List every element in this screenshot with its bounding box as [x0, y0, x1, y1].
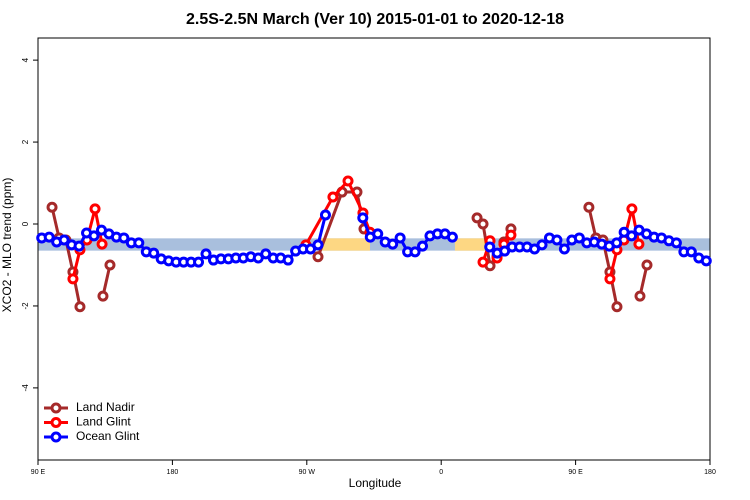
data-point: [604, 273, 616, 285]
data-point: [409, 246, 421, 258]
data-point: [536, 239, 548, 251]
legend-label: Land Nadir: [76, 400, 135, 414]
data-point: [73, 240, 85, 252]
data-point: [477, 218, 489, 230]
data-point: [558, 243, 570, 255]
data-point: [43, 231, 55, 243]
data-point: [46, 201, 58, 213]
data-point: [670, 237, 682, 249]
plot-frame: [37, 37, 711, 461]
data-point: [118, 232, 130, 244]
data-point: [633, 238, 645, 250]
data-point: [327, 191, 339, 203]
x-tick-label: 90 W: [299, 469, 316, 476]
x-tick-label: 90 E: [31, 469, 46, 476]
data-point: [477, 256, 489, 268]
x-tick-label: 180: [167, 469, 179, 476]
data-point: [200, 248, 212, 260]
legend-marker: [50, 417, 62, 428]
data-point: [471, 212, 483, 224]
legend-marker: [50, 431, 62, 443]
data-point: [312, 251, 324, 263]
data-point: [484, 241, 496, 253]
data-point: [133, 237, 145, 249]
data-point: [573, 232, 585, 244]
legend-label: Ocean Glint: [76, 429, 140, 443]
data-point: [611, 237, 623, 249]
data-point: [319, 209, 331, 221]
data-point: [505, 229, 517, 241]
data-point: [685, 246, 697, 258]
data-point: [67, 273, 79, 285]
data-point: [97, 290, 109, 302]
data-point: [193, 256, 205, 268]
data-point: [700, 255, 712, 267]
data-point: [89, 203, 101, 215]
data-point: [583, 201, 595, 213]
data-point: [74, 301, 86, 313]
band: [318, 238, 370, 251]
data-point: [104, 259, 116, 271]
y-tick-label: 0: [21, 221, 30, 226]
y-axis-label: XCO2 - MLO trend (ppm): [0, 178, 14, 313]
data-point: [372, 228, 384, 240]
data-point: [417, 240, 429, 252]
data-point: [342, 175, 354, 187]
x-tick-label: 180: [704, 469, 716, 476]
data-point: [312, 239, 324, 251]
data-point: [626, 203, 638, 215]
data-point: [148, 247, 160, 259]
y-tick-label: -2: [21, 302, 30, 310]
y-tick-label: 4: [21, 57, 30, 62]
data-point: [357, 212, 369, 224]
series-line: [71, 178, 641, 280]
band: [454, 238, 491, 251]
data-point: [58, 234, 70, 246]
data-point: [626, 230, 638, 242]
data-point: [96, 238, 108, 250]
data-point: [282, 254, 294, 266]
data-point: [611, 301, 623, 313]
data-point: [641, 259, 653, 271]
x-axis-label: Longitude: [349, 476, 402, 490]
data-point: [387, 238, 399, 250]
data-point: [394, 232, 406, 244]
data-point: [88, 230, 100, 242]
legend-label: Land Glint: [76, 415, 131, 429]
x-tick-label: 90 E: [568, 469, 583, 476]
chart-title: 2.5S-2.5N March (Ver 10) 2015-01-01 to 2…: [186, 11, 564, 28]
y-tick-label: 2: [21, 139, 30, 144]
legend-marker: [50, 402, 62, 414]
y-tick-label: -4: [21, 384, 30, 392]
data-point: [551, 234, 563, 246]
data-point: [634, 290, 646, 302]
data-point: [446, 231, 458, 243]
x-tick-label: 0: [439, 469, 443, 476]
